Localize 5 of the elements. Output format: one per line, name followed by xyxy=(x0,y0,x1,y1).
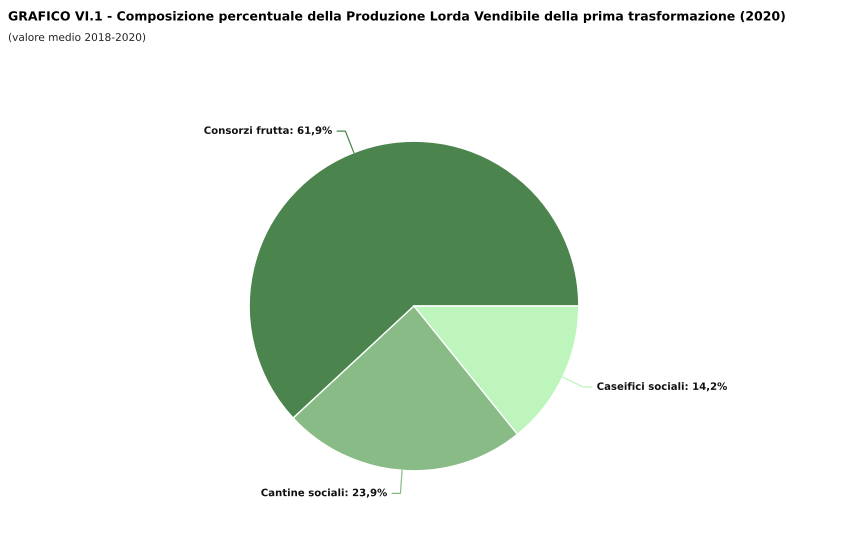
text: (valore medio 2018-2020) xyxy=(8,32,146,42)
slice-label: Caseifici sociali: 14,2% xyxy=(597,382,727,392)
chart-title: GRAFICO VI.1 - Composizione percentuale della Produzione Lorda Vendibile della prima trasformazione (2020) xyxy=(8,10,785,24)
slice-label: Cantine sociali: 23,9% xyxy=(261,488,387,498)
slice-label: Consorzi frutta: 61,9% xyxy=(204,126,332,136)
